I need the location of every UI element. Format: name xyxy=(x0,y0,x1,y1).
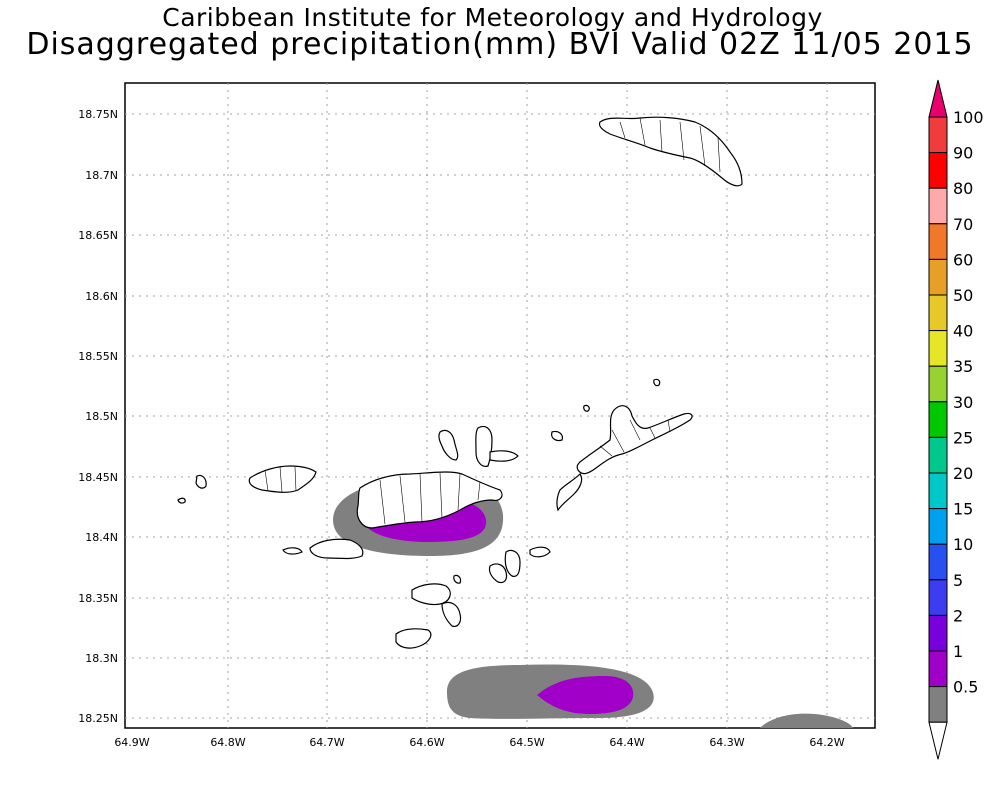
colorbar-segment xyxy=(928,508,948,545)
island-cooper xyxy=(488,563,508,584)
colorbar-top-arrow xyxy=(928,79,948,118)
grid xyxy=(125,83,875,728)
precip-blob-south-purple xyxy=(537,676,634,714)
colorbar-label: 20 xyxy=(953,464,973,483)
colorbar-label: 90 xyxy=(953,144,973,163)
map-frame xyxy=(124,82,876,729)
lon-tick-label: 64.7W xyxy=(309,736,344,749)
lat-tick-label: 18.5N xyxy=(85,410,118,423)
chart-title-line2: Disaggregated precipitation(mm) BVI Vali… xyxy=(26,27,974,62)
colorbar-label: 25 xyxy=(953,428,973,447)
colorbar-segment xyxy=(928,223,948,260)
lat-tick-label: 18.7N xyxy=(85,169,118,182)
island-peter xyxy=(441,601,462,627)
colorbar-segment xyxy=(928,330,948,367)
colorbar-label: 10 xyxy=(953,535,973,554)
colorbar-label: 35 xyxy=(953,357,973,376)
lat-tick-label: 18.3N xyxy=(85,652,118,665)
lat-axis: 18.75N 18.7N 18.65N 18.6N 18.55N 18.5N 1… xyxy=(78,108,118,725)
chart-title-line1: Caribbean Institute for Meteorology and … xyxy=(162,3,823,32)
colorbar-segment xyxy=(928,294,948,332)
colorbar-segment xyxy=(928,401,948,438)
lon-tick-label: 64.5W xyxy=(509,736,544,749)
lon-tick-label: 64.6W xyxy=(409,736,444,749)
colorbar-label: 2 xyxy=(953,606,963,625)
lat-tick-label: 18.45N xyxy=(78,471,118,484)
colorbar-segment xyxy=(928,579,948,616)
lat-tick-label: 18.6N xyxy=(85,290,118,303)
island-ne-tiny xyxy=(583,378,661,412)
colorbar-label: 15 xyxy=(953,500,973,519)
island-jost xyxy=(438,429,459,461)
colorbar-segment xyxy=(928,258,948,296)
colorbar-segment xyxy=(928,365,948,403)
colorbar-label: 50 xyxy=(953,286,973,305)
lat-tick-label: 18.25N xyxy=(78,712,118,725)
lat-tick-label: 18.65N xyxy=(78,229,118,242)
colorbar: 100 90 80 70 60 50 40 35 30 25 20 15 10 5 2 1 0.5 xyxy=(928,79,984,760)
colorbar-segment xyxy=(928,152,948,189)
island-ginger xyxy=(504,549,521,577)
precip-blob-se-gray xyxy=(760,713,853,728)
island-vg-tail xyxy=(556,473,583,512)
island-norman xyxy=(411,583,451,606)
lat-tick-label: 18.75N xyxy=(78,108,118,121)
island-st-john xyxy=(248,465,317,493)
colorbar-label: 60 xyxy=(953,250,973,269)
islands xyxy=(177,116,743,649)
colorbar-segment xyxy=(928,650,948,688)
lon-tick-label: 64.2W xyxy=(809,736,844,749)
lon-tick-label: 64.9W xyxy=(114,736,149,749)
island-tortola xyxy=(356,471,503,529)
colorbar-segment xyxy=(928,116,948,154)
island-boundaries xyxy=(264,117,721,525)
colorbar-label: 1 xyxy=(953,642,963,661)
lon-axis: 64.9W 64.8W 64.7W 64.6W 64.5W 64.4W 64.3… xyxy=(114,736,844,749)
lon-tick-label: 64.3W xyxy=(709,736,744,749)
lat-tick-label: 18.35N xyxy=(78,592,118,605)
island-west-small xyxy=(195,474,207,489)
colorbar-label: 100 xyxy=(953,108,984,127)
island-sw-cluster xyxy=(395,628,432,649)
colorbar-label: 40 xyxy=(953,322,973,341)
colorbar-segment xyxy=(928,472,948,510)
island-virgin-gorda xyxy=(576,405,693,475)
lat-tick-label: 18.55N xyxy=(78,350,118,363)
colorbar-segment xyxy=(928,436,948,474)
colorbar-segment xyxy=(928,187,948,225)
colorbar-bottom-arrow xyxy=(928,721,948,760)
colorbar-label: 80 xyxy=(953,179,973,198)
colorbar-label: 0.5 xyxy=(953,678,978,697)
lon-tick-label: 64.8W xyxy=(210,736,245,749)
lon-tick-label: 64.4W xyxy=(609,736,644,749)
colorbar-label: 70 xyxy=(953,215,973,234)
colorbar-label: 30 xyxy=(953,393,973,412)
island-marina xyxy=(489,450,519,462)
island-anegada xyxy=(598,116,743,187)
island-guana xyxy=(475,425,493,467)
island-fallen-jerusalem xyxy=(529,546,551,558)
colorbar-segment xyxy=(928,686,948,723)
colorbar-label: 5 xyxy=(953,571,963,590)
island-west-tiny xyxy=(177,497,186,504)
island-sw-chain xyxy=(282,538,364,560)
colorbar-segment xyxy=(928,543,948,581)
island-mosquito xyxy=(551,430,563,442)
lat-tick-label: 18.4N xyxy=(85,531,118,544)
island-nw-small xyxy=(453,574,462,584)
colorbar-segment xyxy=(928,614,948,652)
